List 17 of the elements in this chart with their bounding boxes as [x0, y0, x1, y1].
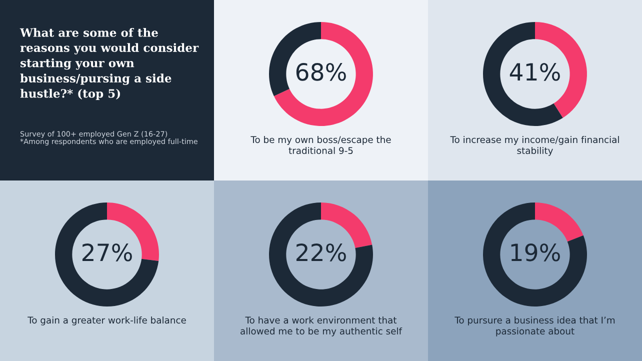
text: To have a work environment that allowed me to be my authentic self: [240, 316, 402, 336]
data-label: 41%: [510, 62, 560, 81]
text: To increase my income/gain financial stability: [450, 136, 619, 156]
text: To gain a greater work-life balance: [28, 316, 186, 326]
text: To be my own boss/escape the traditional 9-5: [250, 136, 391, 154]
text: What are some of the reasons you would consider starting your own business/pursing a side hustle?* (top 5): [20, 28, 199, 100]
donut-slice: [274, 22, 373, 126]
donut-slice: [483, 22, 563, 126]
data-label: 27%: [82, 243, 132, 262]
text: To pursure a business idea that I’m passionate about: [454, 316, 615, 336]
data-label: 19%: [511, 243, 560, 262]
donut-slice: [483, 202, 587, 306]
data-label: 22%: [296, 243, 346, 262]
data-label: 68%: [296, 62, 346, 81]
donut-slice: [535, 202, 584, 242]
donut-slice: [55, 202, 159, 306]
donut-slice: [269, 202, 373, 306]
